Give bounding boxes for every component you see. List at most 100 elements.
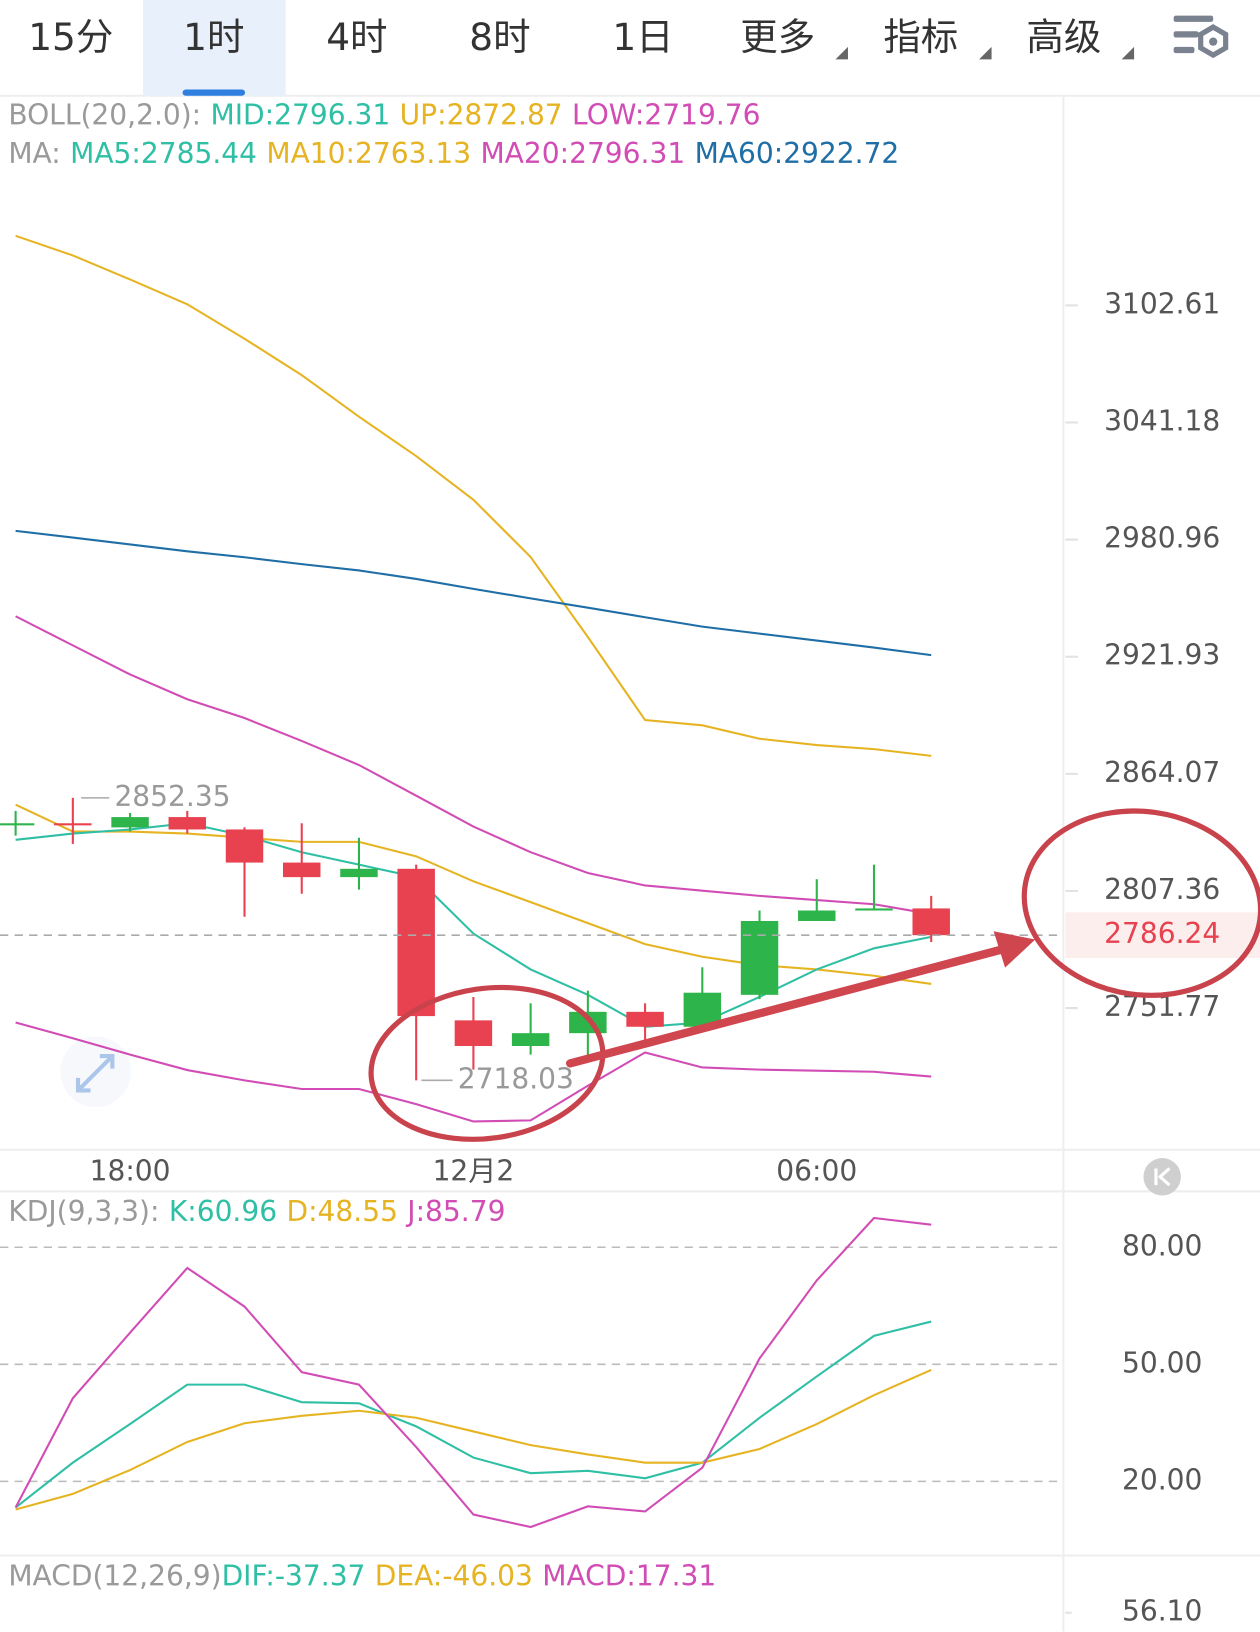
- settings-icon[interactable]: [1173, 15, 1229, 59]
- y-tick-label: 2921.93: [1104, 639, 1220, 672]
- legend-text: MACD:: [542, 1559, 636, 1592]
- candle-body: [740, 920, 779, 995]
- legend-text: UP:: [400, 99, 447, 132]
- indicator-line: [14, 1216, 932, 1529]
- legend-text: K:: [169, 1195, 197, 1228]
- x-tick-label: 18:00: [90, 1155, 171, 1188]
- x-tick-label: 06:00: [776, 1155, 857, 1188]
- legend-text: 48.55: [318, 1195, 398, 1228]
- legend-text: MA:: [8, 137, 60, 170]
- active-tab-indicator: [182, 89, 246, 96]
- legend-text: MA5:: [70, 137, 141, 170]
- icon-arrows: [75, 1054, 115, 1093]
- y-tick-label: 3041.18: [1104, 405, 1220, 438]
- indicator-legend: KDJ(9,3,3): K:60.96 D:48.55 J:85.79: [8, 1195, 505, 1228]
- candle-body: [454, 1020, 493, 1047]
- y-tick-label: 50.00: [1122, 1346, 1202, 1379]
- highlight-circle: [368, 984, 606, 1142]
- icon-gear: [1198, 24, 1229, 59]
- candle-body: [397, 868, 435, 1017]
- legend-text: 2796.31: [274, 99, 390, 132]
- legend-text: MA60:: [695, 137, 784, 170]
- tab[interactable]: 8时: [469, 15, 530, 59]
- max-label: 2852.35: [114, 780, 230, 813]
- icon-gear-center: [1209, 37, 1218, 46]
- tabs: 15分 1时 4时 8时 1日 更多 指标 高级: [28, 0, 1101, 96]
- layout: [0, 15, 1260, 1632]
- legend-text: 60.96: [197, 1195, 277, 1228]
- indicator-line: [15, 529, 932, 657]
- button-icon: [1154, 1167, 1171, 1187]
- legend-text: 2719.76: [644, 99, 760, 132]
- dropdown-arrow: [1121, 46, 1135, 60]
- legend-text: D:: [286, 1195, 317, 1228]
- scroll-end-button[interactable]: [1143, 1158, 1181, 1196]
- icon-bar: [1173, 15, 1214, 22]
- tab[interactable]: 1日: [612, 15, 673, 59]
- candle-body: [511, 1033, 550, 1047]
- last-price-bg: [1065, 912, 1260, 959]
- candle-body: [54, 823, 92, 826]
- legend-text: 2785.44: [141, 137, 257, 170]
- plot: BOLL(20,2.0): MID:2796.31 UP:2872.87 LOW:27…: [0, 99, 1260, 1628]
- y-tick-label: 2807.36: [1104, 873, 1220, 906]
- indicator-line: [15, 615, 932, 916]
- legend-text: MA20:: [480, 137, 569, 170]
- arrow-shaft: [566, 944, 1009, 1068]
- legend-text: 2872.87: [447, 99, 563, 132]
- candle-body: [798, 910, 836, 921]
- legend-text: MID:: [211, 99, 275, 132]
- candle-body: [168, 817, 207, 830]
- tab[interactable]: 1时: [183, 15, 244, 59]
- active-tab-bg: [143, 0, 286, 96]
- icon-bar: [1173, 31, 1199, 38]
- indicator-line: [15, 822, 932, 1028]
- y-tick-label: 80.00: [1122, 1229, 1202, 1262]
- y-tick-label: 20.00: [1122, 1463, 1202, 1496]
- y-tick-label: 3102.61: [1104, 287, 1220, 320]
- candle-body: [626, 1011, 664, 1027]
- expand-icon[interactable]: [60, 1036, 132, 1108]
- tab[interactable]: 高级: [1026, 15, 1101, 59]
- last-price-label: 2786.24: [1104, 917, 1220, 950]
- legend-text: LOW:: [572, 99, 644, 132]
- legend-text: -46.03: [442, 1559, 533, 1592]
- icon-bar: [1173, 46, 1195, 54]
- legend-text: 2763.13: [355, 137, 471, 170]
- legend-text: 17.31: [636, 1559, 716, 1592]
- tab[interactable]: 更多: [740, 15, 815, 59]
- y-tick-label: 56.10: [1122, 1595, 1202, 1628]
- indicator-legend: BOLL(20,2.0): MID:2796.31 UP:2872.87 LOW:27…: [8, 99, 760, 132]
- candle-body: [340, 868, 378, 878]
- legend-text: KDJ(9,3,3):: [8, 1195, 159, 1228]
- y-tick-label: 2980.96: [1104, 522, 1220, 555]
- y-tick-label: 2864.07: [1104, 756, 1220, 789]
- tab[interactable]: 15分: [28, 15, 113, 59]
- legend-text: 2922.72: [783, 137, 899, 170]
- candle-body: [111, 817, 149, 828]
- indicator-line: [15, 234, 932, 757]
- indicator-line: [15, 803, 932, 985]
- indicator-legend: MACD(12,26,9)DIF:-37.37 DEA:-46.03 MACD:17…: [8, 1559, 716, 1592]
- legend-text: -37.37: [275, 1559, 366, 1592]
- min-label: 2718.03: [458, 1062, 574, 1095]
- candle-body: [0, 823, 35, 826]
- legend-text: 2796.31: [569, 137, 685, 170]
- candle-body: [855, 908, 893, 911]
- indicator-legend: MA: MA5:2785.44 MA10:2763.13 MA20:2796.31 MA…: [8, 137, 899, 170]
- legend-text: DEA:: [375, 1559, 443, 1592]
- candle-body: [912, 908, 950, 936]
- tab[interactable]: 指标: [883, 15, 958, 59]
- legend-text: DIF:: [222, 1559, 275, 1592]
- indicator-line: [15, 1369, 932, 1511]
- indicator-line: [14, 1320, 932, 1509]
- tab[interactable]: 4时: [326, 15, 387, 59]
- x-tick-label: 12月2: [433, 1155, 515, 1188]
- legend-text: J:: [405, 1195, 425, 1228]
- dropdown-arrow: [835, 46, 848, 60]
- legend-text: 85.79: [425, 1195, 505, 1228]
- candle-body: [283, 862, 321, 878]
